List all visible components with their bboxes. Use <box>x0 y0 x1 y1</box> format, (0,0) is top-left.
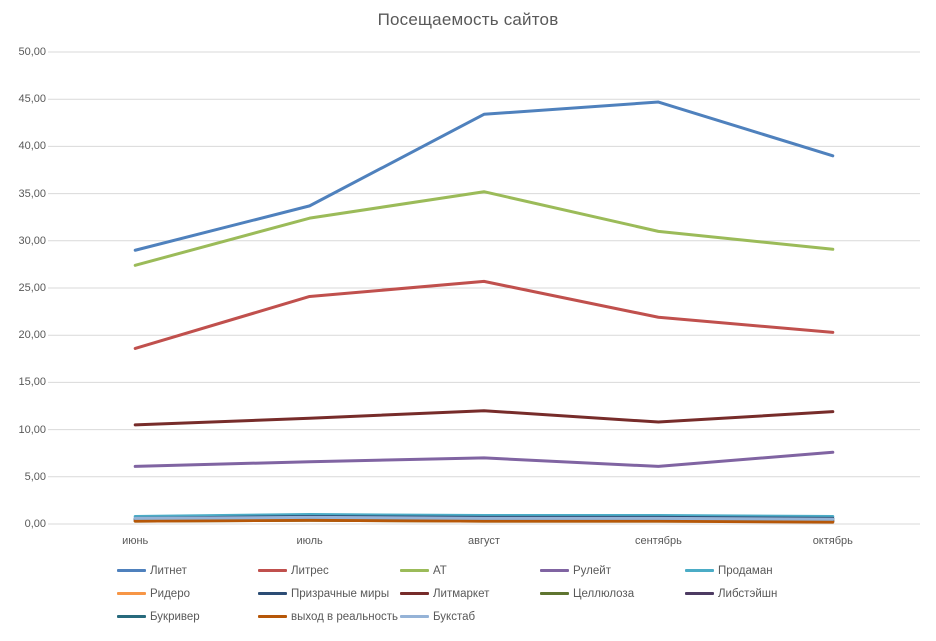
y-axis-tick-label: 40,00 <box>18 140 46 153</box>
legend-item-Рулейт: Рулейт <box>540 564 685 577</box>
x-axis-tick-label: август <box>468 535 500 547</box>
series-line-Литнет <box>133 100 835 252</box>
series-line-Продаман <box>133 513 835 518</box>
legend-item-Призрачные миры: Призрачные миры <box>258 587 400 600</box>
legend-item-Целлюлоза: Целлюлоза <box>540 587 685 600</box>
legend-label: АТ <box>433 564 447 577</box>
legend-label: Букривер <box>150 610 200 623</box>
series-line-Рулейт <box>133 450 835 468</box>
y-axis-tick-label: 25,00 <box>18 282 46 294</box>
legend-line-swatch <box>685 592 714 595</box>
legend-label: Литмаркет <box>433 587 490 600</box>
legend-item-Ридеро: Ридеро <box>117 587 258 600</box>
series-line-Литрес <box>133 279 835 350</box>
legend-line-swatch <box>258 569 287 572</box>
legend-item-Букстаб: Букстаб <box>400 610 540 623</box>
legend-item-Литрес: Литрес <box>258 564 400 577</box>
legend-label: Ридеро <box>150 587 190 600</box>
series-line-Букстаб <box>133 515 835 521</box>
legend-line-swatch <box>400 615 429 618</box>
legend-line-swatch <box>540 592 569 595</box>
y-axis-tick-label: 10,00 <box>18 423 46 436</box>
x-axis-tick-label: июнь <box>122 535 149 547</box>
legend-line-swatch <box>540 569 569 572</box>
legend-item-Литнет: Литнет <box>117 564 258 577</box>
series-line-выход в реальность <box>133 518 835 524</box>
y-axis-tick-label: 0,00 <box>24 518 46 530</box>
legend: Литнет Литрес АТ Рулейт Продаман Ридеро Призра… <box>117 564 927 633</box>
legend-label: Букстаб <box>433 610 476 623</box>
legend-line-swatch <box>117 592 146 595</box>
y-axis-tick-label: 35,00 <box>18 187 46 200</box>
legend-label: Либстэйшн <box>718 587 778 600</box>
series-line-Литмаркет <box>133 409 835 427</box>
legend-line-swatch <box>685 569 714 572</box>
legend-line-swatch <box>400 592 429 595</box>
legend-line-swatch <box>117 569 146 572</box>
y-axis-tick-label: 20,00 <box>18 329 46 342</box>
series-line-АТ <box>133 190 835 267</box>
x-axis-tick-label: сентябрь <box>634 535 682 547</box>
y-axis-tick-label: 5,00 <box>24 470 46 483</box>
x-axis-tick-label: июль <box>296 535 323 547</box>
legend-line-swatch <box>400 569 429 572</box>
legend-label: Литнет <box>150 564 187 577</box>
y-axis-tick-label: 45,00 <box>18 93 46 106</box>
legend-item-Либстэйшн: Либстэйшн <box>685 587 927 600</box>
legend-label: Литрес <box>291 564 329 577</box>
legend-label: Призрачные миры <box>291 587 390 600</box>
legend-item-Продаман: Продаман <box>685 564 927 577</box>
legend-label: Рулейт <box>573 564 611 577</box>
legend-line-swatch <box>258 615 287 618</box>
legend-line-swatch <box>117 615 146 618</box>
chart-title: Посещаемость сайтов <box>377 10 559 29</box>
y-axis-tick-label: 50,00 <box>18 46 46 58</box>
y-axis-tick-label: 15,00 <box>18 376 46 389</box>
legend-label: выход в реальность <box>291 610 398 623</box>
y-axis-tick-label: 30,00 <box>18 234 46 247</box>
legend-item-Букривер: Букривер <box>117 610 258 623</box>
legend-item-выход в реальность: выход в реальность <box>258 610 400 623</box>
legend-label: Продаман <box>718 564 773 577</box>
legend-item-АТ: АТ <box>400 564 540 577</box>
legend-label: Целлюлоза <box>573 587 635 600</box>
legend-line-swatch <box>258 592 287 595</box>
legend-item-Литмаркет: Литмаркет <box>400 587 540 600</box>
x-axis-tick-label: октябрь <box>812 535 853 547</box>
